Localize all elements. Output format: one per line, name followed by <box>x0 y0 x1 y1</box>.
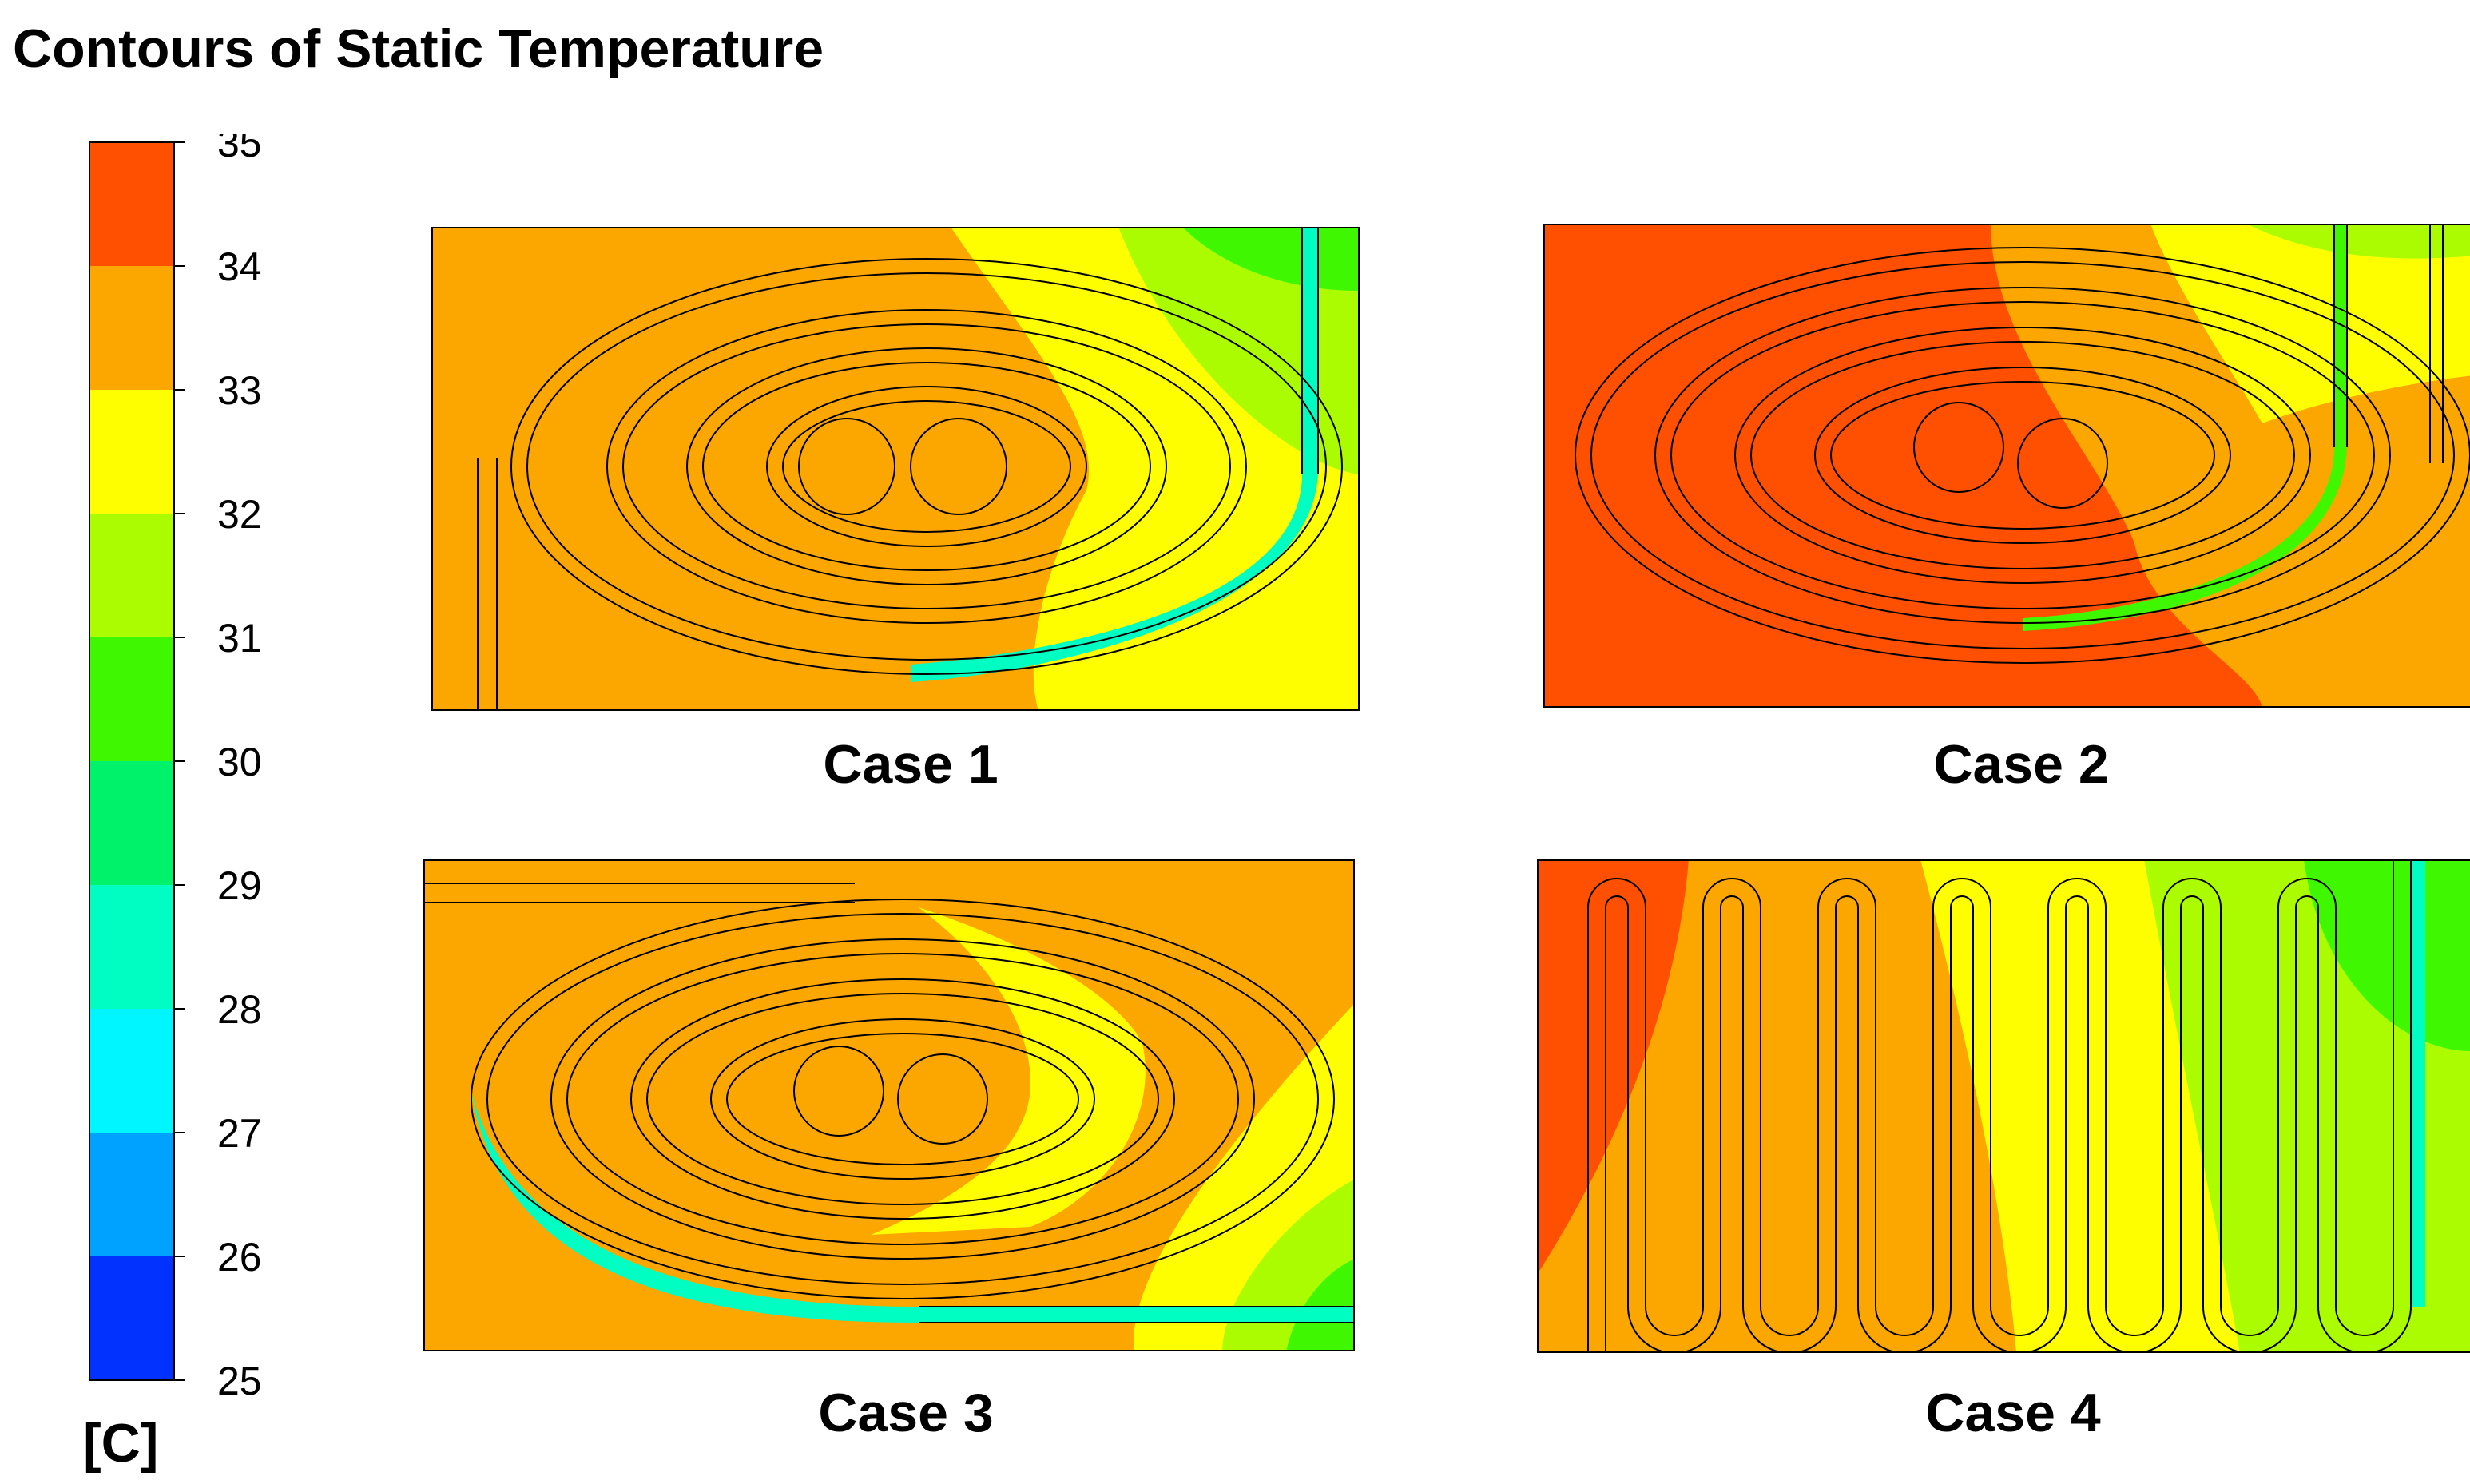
colorbar-unit-label: [C] <box>83 1413 159 1474</box>
case-2-label: Case 2 <box>1933 734 2109 795</box>
colorbar-band <box>89 142 174 266</box>
colorbar-bands <box>89 141 175 1381</box>
figure-title: Contours of Static Temperature <box>13 18 824 79</box>
colorbar-band <box>89 390 174 514</box>
colorbar-tick-label: 33 <box>217 368 262 413</box>
case-2-contour-plot <box>1543 224 2470 708</box>
colorbar-tick-label: 25 <box>217 1359 262 1403</box>
case-1-mid-region <box>1118 227 1360 474</box>
colorbar-tick-label: 31 <box>217 616 262 661</box>
case-3-spiral-outlines <box>423 883 1355 1323</box>
colorbar-band <box>89 1009 174 1133</box>
colorbar-tick-label: 30 <box>217 740 262 784</box>
colorbar-band <box>89 637 174 761</box>
colorbar-tick-label: 27 <box>217 1111 262 1156</box>
colorbar-band <box>89 266 174 390</box>
case-3-label: Case 3 <box>818 1383 994 1443</box>
colorbar-band <box>89 885 174 1009</box>
case-2-spiral-outlines <box>1575 224 2470 664</box>
case-1-contour-plot <box>431 227 1360 711</box>
case-4-contour-plot <box>1537 859 2470 1353</box>
case-2-mid-region <box>2150 224 2470 423</box>
colorbar-tick-label: 26 <box>217 1235 262 1280</box>
colorbar-tick-label: 34 <box>217 244 262 289</box>
colorbar-band <box>89 761 174 885</box>
case-3-cool-corner <box>1286 1259 1355 1351</box>
case-3-warm-band <box>871 907 1146 1235</box>
colorbar-band <box>89 514 174 637</box>
colorbar-band <box>89 1256 174 1380</box>
case-3-contour-plot <box>423 859 1355 1351</box>
case-4-hot-region <box>1537 859 1689 1275</box>
case-4-cool-region <box>2304 859 2470 1051</box>
case-4-serpentine-outlines <box>1587 859 2412 1353</box>
temperature-colorbar: 35 34 33 32 31 30 29 28 27 26 25 <box>89 134 262 1403</box>
colorbar-tick-label: 35 <box>217 134 262 165</box>
case-1-label: Case 1 <box>823 734 999 795</box>
colorbar-tick-label: 29 <box>217 863 262 908</box>
case-1-spiral-outlines <box>477 227 1343 711</box>
case-2-cool-region <box>2246 224 2470 259</box>
colorbar-ticks: 35 34 33 32 31 30 29 28 27 26 25 <box>174 134 262 1403</box>
case-4-label: Case 4 <box>1925 1383 2101 1443</box>
colorbar-tick-label: 32 <box>217 492 262 537</box>
colorbar-band <box>89 1133 174 1256</box>
colorbar-tick-label: 28 <box>217 987 262 1032</box>
case-4-inlet-channel <box>2411 859 2425 1307</box>
